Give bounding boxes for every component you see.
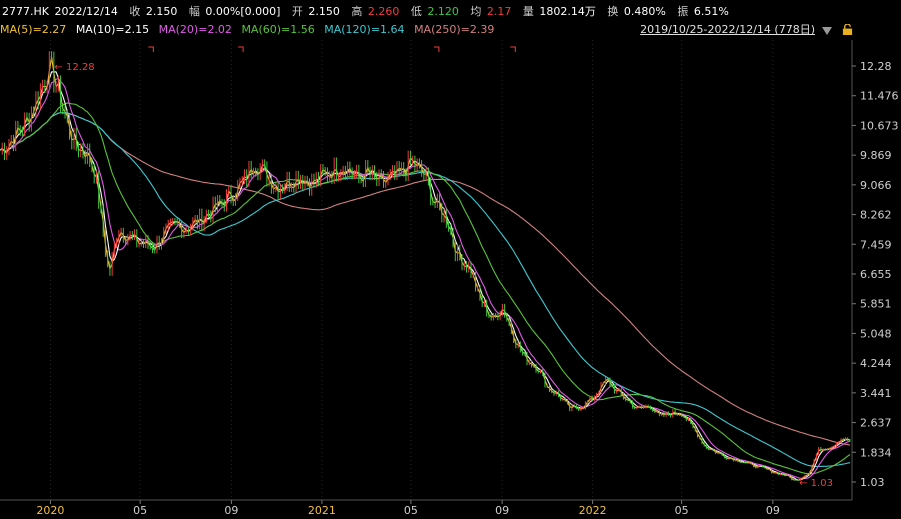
amplitude-value: 6.51% [693, 5, 729, 18]
y-tick-label: 5.851 [860, 298, 892, 311]
x-tick-label: 2022 [579, 504, 607, 517]
y-tick-label: 9.869 [860, 149, 892, 162]
close-value: 2.150 [145, 5, 178, 18]
y-tick-label: 10.673 [860, 119, 899, 132]
y-tick-label: 5.048 [860, 327, 892, 340]
avg-label: 均 [470, 5, 482, 18]
close-label: 收 [129, 5, 141, 18]
y-tick-label: 1.834 [860, 446, 892, 459]
annotations: ← 12.28 ← 1.03 [54, 62, 833, 489]
event-marker [238, 46, 244, 52]
date: 2022/12/14 [54, 5, 118, 18]
low-label: 低 [410, 5, 422, 18]
ma-line-ma120 [0, 112, 851, 467]
ma10-legend: MA(10)=2.15 [75, 23, 150, 36]
y-tick-label: 1.03 [860, 476, 885, 489]
x-tick-label: 09 [766, 504, 780, 517]
date-range-selector[interactable]: 2019/10/25-2022/12/14 (778日) [640, 23, 815, 36]
volume-label: 量 [522, 5, 534, 18]
ma-line-ma5 [0, 56, 851, 481]
y-tick-label: 12.28 [860, 60, 892, 73]
x-tick-label: 05 [675, 504, 689, 517]
event-marker [510, 46, 516, 52]
ma-line-ma60 [0, 102, 851, 475]
y-tick-label: 2.637 [860, 417, 892, 430]
x-tick-label: 2021 [308, 504, 336, 517]
triangle-down-icon[interactable] [821, 25, 833, 37]
extreme-value-label: ← 12.28 [54, 62, 94, 73]
volume-value: 1802.14万 [539, 5, 596, 18]
turnover-value: 0.480% [623, 5, 666, 18]
y-tick-label: 3.441 [860, 387, 892, 400]
ma-line-ma20 [0, 77, 851, 480]
quote-info-row: 2777.HK 2022/12/14 收 2.150 幅 0.00%[0.000… [2, 4, 731, 20]
y-tick-label: 7.459 [860, 238, 892, 251]
y-tick-label: 8.262 [860, 209, 892, 222]
high-value: 2.260 [367, 5, 400, 18]
ma5-legend: MA(5)=2.27 [0, 23, 67, 36]
event-marker [148, 46, 154, 52]
x-tick-label: 09 [495, 504, 509, 517]
extreme-value-label: ← 1.03 [799, 478, 833, 489]
y-tick-label: 4.244 [860, 357, 892, 370]
low-value: 2.120 [427, 5, 459, 18]
y-axis: 12.28 11.476 10.673 9.869 9.066 8.262 7.459 6.6… [851, 40, 899, 500]
event-marker [433, 46, 440, 52]
ma-legend: MA(5)=2.27 MA(10)=2.15 MA(20)=2.02 MA(60… [0, 22, 500, 38]
y-tick-label: 6.655 [860, 268, 892, 281]
x-tick-label: 09 [224, 504, 238, 517]
price-line-layer [1, 51, 851, 481]
moving-average-lines [0, 56, 851, 481]
ma250-legend: MA(250)=2.39 [414, 23, 495, 36]
x-tick-label: 05 [404, 504, 418, 517]
open-label: 开 [291, 5, 303, 18]
avg-value: 2.17 [486, 5, 512, 18]
y-tick-label: 11.476 [860, 90, 899, 103]
y-tick-label: 9.066 [860, 179, 892, 192]
change-value: 0.00% [205, 5, 241, 18]
open-value: 2.150 [308, 5, 340, 18]
high-label: 高 [351, 5, 363, 18]
change-label: 幅 [188, 5, 200, 18]
x-axis: 2020 05 09 2021 05 09 2022 05 09 [0, 499, 852, 517]
ma20-legend: MA(20)=2.02 [158, 23, 232, 36]
turnover-label: 换 [607, 5, 619, 18]
change-abs: [0.000] [240, 5, 281, 18]
lock-icon[interactable] [842, 24, 853, 35]
amplitude-label: 振 [677, 5, 689, 18]
ma60-legend: MA(60)=1.56 [241, 23, 315, 36]
ma-line-ma250 [0, 112, 851, 446]
symbol: 2777.HK [2, 5, 49, 18]
grid [49, 40, 774, 500]
x-tick-label: 2020 [36, 504, 64, 517]
ma-line-ma10 [0, 71, 851, 481]
x-tick-label: 05 [133, 504, 147, 517]
ma120-legend: MA(120)=1.64 [324, 23, 405, 36]
